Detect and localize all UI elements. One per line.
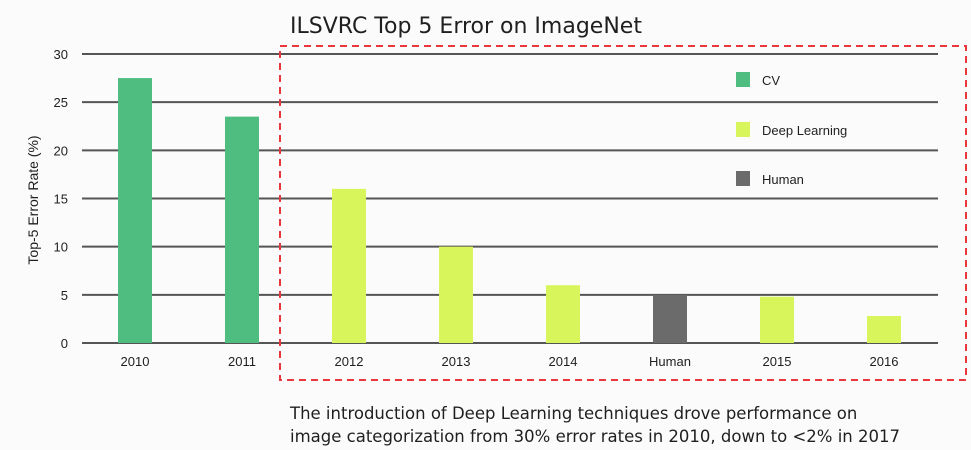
y-tick-label: 0	[61, 336, 68, 351]
bar	[439, 246, 473, 343]
x-tick-label: 2016	[870, 354, 899, 369]
legend-label: Human	[762, 172, 804, 187]
bar	[546, 285, 580, 343]
x-tick-label: 2012	[335, 354, 364, 369]
x-tick-label: 2011	[228, 354, 256, 369]
chart-caption: The introduction of Deep Learning techni…	[290, 402, 965, 448]
bar	[867, 316, 901, 343]
y-tick-label: 30	[54, 47, 68, 62]
bar	[118, 78, 152, 343]
legend-label: CV	[762, 73, 780, 88]
caption-line-1: The introduction of Deep Learning techni…	[290, 404, 858, 423]
bar	[760, 296, 794, 343]
y-tick-label: 5	[61, 288, 68, 303]
bar	[332, 188, 366, 343]
y-tick-label: 25	[54, 95, 68, 110]
legend-swatch	[736, 171, 750, 186]
legend-swatch	[736, 72, 750, 87]
legend-label: Deep Learning	[762, 123, 847, 138]
bar	[653, 294, 687, 343]
bar	[225, 116, 259, 343]
x-tick-label: Human	[649, 354, 691, 369]
y-axis-label: Top-5 Error Rate (%)	[25, 135, 41, 265]
x-tick-label: 2014	[549, 354, 578, 369]
y-tick-label: 15	[54, 192, 68, 207]
x-tick-label: 2015	[763, 354, 792, 369]
y-tick-label: 10	[54, 240, 68, 255]
legend-swatch	[736, 122, 750, 137]
x-tick-label: 2013	[442, 354, 471, 369]
y-tick-label: 20	[54, 143, 68, 158]
caption-line-2: image categorization from 30% error rate…	[290, 427, 900, 446]
chart-title: ILSVRC Top 5 Error on ImageNet	[290, 14, 642, 39]
highlight-box	[279, 45, 967, 381]
x-tick-label: 2010	[121, 354, 150, 369]
